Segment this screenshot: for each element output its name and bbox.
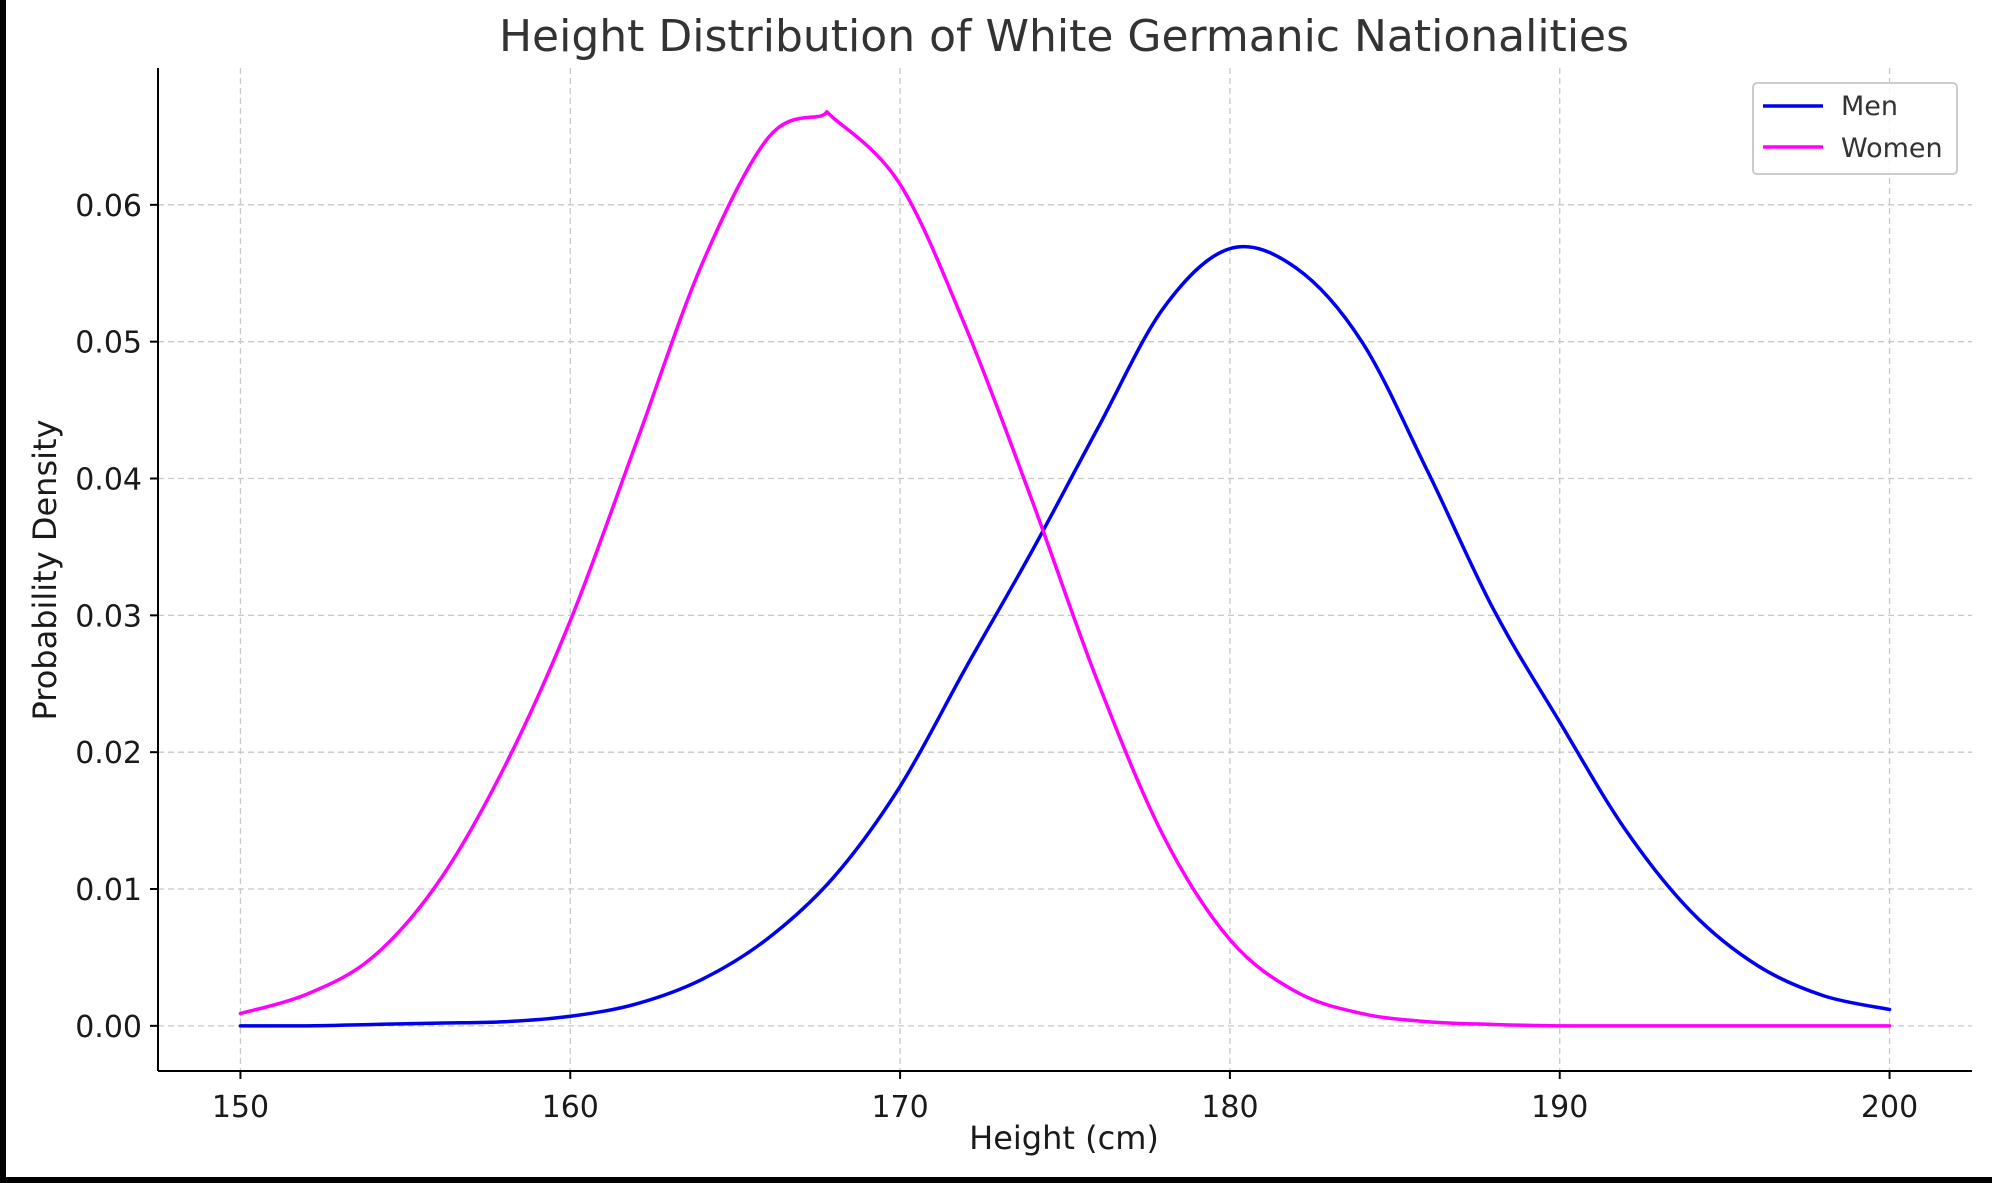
- y-tick-label: 0.01: [75, 873, 142, 908]
- series-layer: [238, 110, 1892, 1028]
- y-tick-label: 0.03: [75, 599, 142, 634]
- y-tick-label: 0.02: [75, 736, 142, 771]
- x-tick-label: 170: [871, 1090, 928, 1125]
- series-line-women: [238, 110, 1892, 1028]
- y-tick-layer: 0.00 0.01 0.02 0.03 0.04 0.05 0.06: [75, 189, 158, 1045]
- y-tick-label: 0.05: [75, 326, 142, 361]
- chart-background: [6, 0, 1992, 1177]
- x-tick-label: 180: [1201, 1090, 1258, 1125]
- y-tick-label: 0.00: [75, 1010, 142, 1045]
- legend-label-men: Men: [1841, 91, 1898, 122]
- x-tick-label: 150: [212, 1090, 269, 1125]
- x-tick-label: 190: [1531, 1090, 1588, 1125]
- x-tick-label: 200: [1861, 1090, 1918, 1125]
- legend-label-women: Women: [1841, 133, 1943, 164]
- x-tick-layer: 150 160 170 180 190 200: [212, 1071, 1918, 1125]
- y-axis-label: Probability Density: [26, 420, 64, 721]
- axes-layer: [157, 68, 1972, 1072]
- series-line-men: [238, 244, 1892, 1028]
- x-tick-label: 160: [542, 1090, 599, 1125]
- y-tick-label: 0.06: [75, 189, 142, 224]
- y-tick-label: 0.04: [75, 463, 142, 498]
- legend: Men Women: [1752, 82, 1958, 175]
- chart-title: Height Distribution of White Germanic Na…: [499, 11, 1629, 62]
- x-axis-label: Height (cm): [969, 1119, 1159, 1157]
